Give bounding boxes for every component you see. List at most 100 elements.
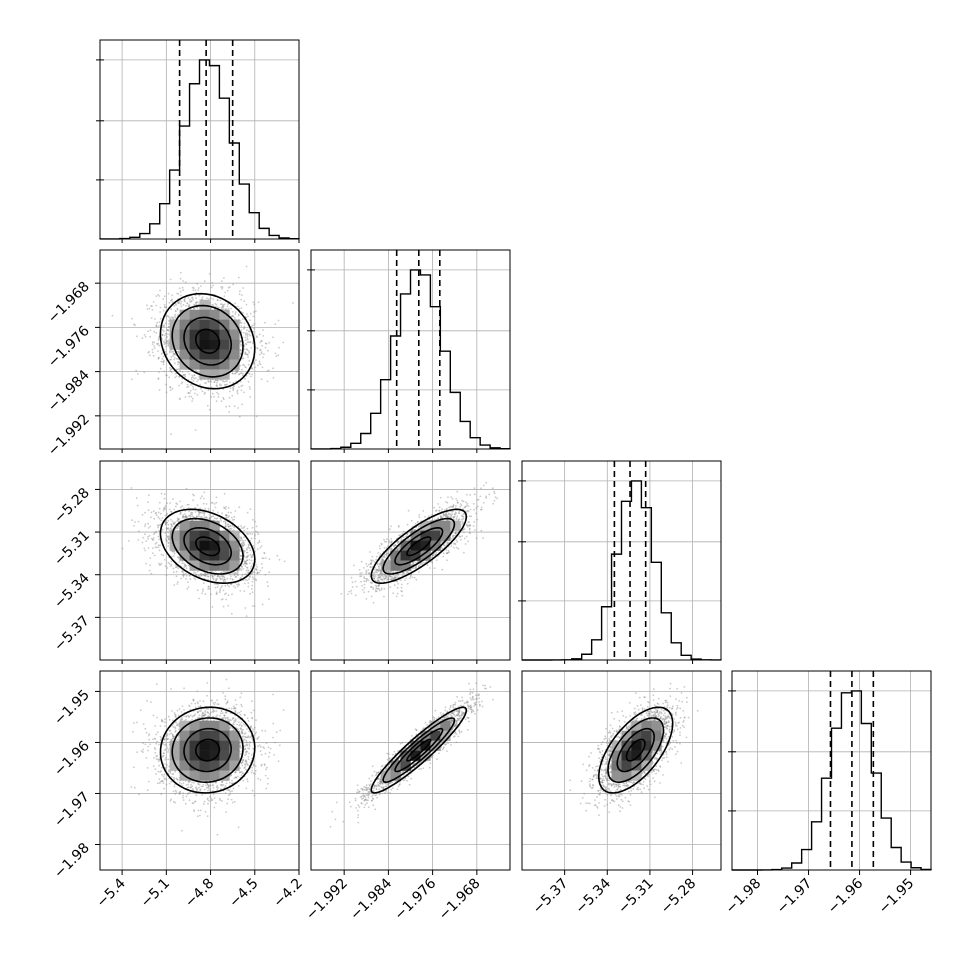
sample-point — [233, 526, 236, 529]
sample-point — [439, 514, 442, 517]
sample-point — [240, 731, 243, 733]
sample-point — [383, 555, 385, 557]
sample-point — [182, 280, 185, 282]
sample-point — [235, 575, 238, 578]
sample-point — [275, 355, 278, 357]
sample-point — [197, 574, 199, 576]
sample-point — [181, 515, 184, 518]
sample-point — [383, 573, 386, 576]
sample-point — [350, 576, 353, 579]
density-cell — [179, 349, 190, 360]
sample-point — [240, 325, 243, 327]
sample-point — [203, 491, 206, 494]
sample-point — [231, 519, 234, 521]
sample-point — [160, 352, 163, 355]
sample-point — [220, 710, 223, 712]
density-cell — [229, 550, 240, 561]
sample-point — [237, 407, 240, 409]
sample-point — [194, 429, 197, 431]
density-cell — [169, 530, 180, 541]
sample-point — [371, 574, 374, 577]
sample-point — [213, 517, 216, 519]
sample-point — [240, 554, 243, 557]
sample-point — [399, 534, 402, 536]
sample-point — [169, 527, 172, 530]
sample-point — [445, 552, 448, 555]
sample-point — [199, 383, 201, 386]
sample-point — [200, 785, 203, 788]
density-cell — [199, 520, 210, 531]
sample-point — [225, 516, 228, 519]
sample-point — [173, 523, 176, 525]
sample-point — [180, 577, 182, 580]
sample-point — [168, 376, 171, 379]
sample-point — [261, 344, 264, 347]
sample-point — [250, 572, 253, 575]
sample-point — [256, 572, 259, 575]
sample-point — [178, 557, 180, 560]
sample-point — [251, 367, 253, 369]
sample-point — [179, 299, 181, 302]
sample-point — [473, 493, 476, 496]
sample-point — [159, 289, 161, 292]
sample-point — [149, 557, 152, 559]
contour-2-1-3 — [370, 508, 468, 585]
sample-point — [384, 575, 387, 578]
panel-frame — [99, 460, 300, 661]
sample-point — [239, 290, 241, 293]
sample-point — [222, 575, 224, 578]
sample-point — [238, 386, 240, 389]
sample-point — [245, 303, 248, 306]
sample-point — [157, 525, 160, 527]
sample-point — [370, 595, 373, 598]
sample-point — [134, 521, 136, 523]
sample-point — [223, 303, 226, 306]
sample-point — [157, 516, 160, 519]
sample-point — [162, 743, 164, 746]
sample-point — [185, 304, 187, 307]
sample-point — [219, 783, 222, 786]
sample-point — [252, 764, 255, 767]
sample-point — [234, 510, 237, 512]
sample-point — [182, 374, 185, 377]
sample-point — [383, 538, 385, 541]
sample-point — [224, 514, 227, 517]
sample-point — [189, 714, 192, 717]
sample-point — [188, 716, 190, 718]
sample-point — [388, 540, 391, 542]
sample-point — [242, 539, 245, 542]
sample-point — [454, 543, 457, 546]
sample-point — [256, 571, 259, 574]
sample-point — [244, 607, 247, 609]
sample-point — [222, 784, 225, 786]
sample-point — [250, 735, 253, 738]
sample-point — [445, 511, 448, 514]
sample-point — [182, 572, 185, 574]
sample-point — [235, 776, 237, 779]
sample-point — [216, 379, 219, 382]
density-cell — [189, 359, 200, 370]
sample-point — [246, 566, 248, 569]
sample-point — [249, 340, 252, 343]
sample-point — [431, 554, 434, 557]
sample-point — [373, 561, 376, 563]
sample-point — [462, 513, 465, 515]
sample-point — [446, 514, 449, 517]
sample-point — [173, 550, 176, 553]
sample-point — [253, 327, 255, 330]
sample-point — [395, 576, 397, 579]
sample-point — [212, 710, 214, 712]
sample-point — [410, 574, 412, 577]
sample-point — [185, 516, 188, 518]
sample-point — [167, 537, 170, 540]
sample-point — [210, 593, 212, 596]
sample-point — [446, 516, 449, 518]
sample-point — [197, 287, 200, 289]
sample-point — [225, 506, 227, 508]
sample-point — [454, 532, 457, 534]
sample-point — [239, 349, 242, 352]
sample-point — [170, 370, 173, 373]
sample-point — [464, 505, 467, 508]
sample-point — [203, 393, 206, 395]
density-cell — [179, 550, 190, 561]
